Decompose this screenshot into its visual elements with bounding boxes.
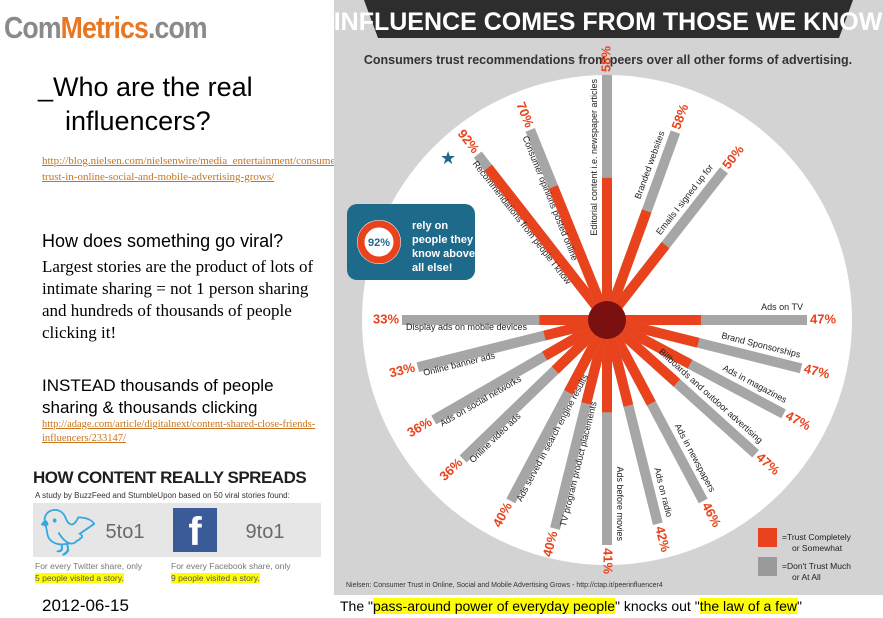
spoke-bar-trust (602, 209, 652, 322)
spoke-pct: 33% (388, 359, 417, 380)
adage-link[interactable]: http://adage.com/article/digitalnext/con… (42, 419, 316, 444)
spoke-bar-trust (484, 164, 611, 324)
slide-left-panel: ComMetrics.com _Who are the real influen… (0, 0, 343, 615)
heading-line2: influencers? (65, 106, 211, 136)
spoke-pct: 42% (652, 525, 673, 554)
twitter-ratio: 5to1 (95, 514, 155, 550)
nielsen-link[interactable]: http://blog.nielsen.com/nielsenwire/medi… (42, 155, 343, 183)
infographic-source: Nielsen: Consumer Trust in Online, Socia… (346, 582, 663, 589)
infographic: INFLUENCE COMES FROM THOSE WE KNOW Consu… (334, 0, 883, 595)
spread-subtitle: A study by BuzzFeed and StumbleUpon base… (35, 491, 290, 500)
caption-part3: " (796, 598, 802, 614)
logo-part1: Com (4, 10, 62, 45)
callout-ring (357, 220, 401, 264)
infographic-subtitle: Consumers trust recommendations from pee… (364, 53, 852, 67)
logo-part3: .com (147, 10, 208, 45)
legend-swatch-distrust (758, 557, 777, 576)
spoke-pct: 47% (810, 311, 836, 326)
facebook-highlight: 9 people visited a story. (171, 573, 260, 583)
infographic-title: INFLUENCE COMES FROM THOSE WE KNOW (334, 8, 883, 36)
spoke-label: Display ads on mobile devices (406, 322, 528, 332)
spoke-label: Editorial content i.e. newspaper article… (589, 79, 599, 236)
logo: ComMetrics.com (4, 10, 208, 46)
spoke-bar-trust (548, 185, 612, 322)
spoke-label: Ads before movies (615, 466, 625, 541)
star-icon: ★ (440, 148, 456, 168)
facebook-logo-icon: f (173, 508, 217, 554)
legend-label-trust: =Trust Completely (782, 532, 852, 542)
logo-part2: Metrics (60, 10, 149, 45)
facebook-ratio: 9to1 (245, 521, 285, 543)
callout-pct: 92% (368, 237, 390, 249)
caption-part1: The " (340, 598, 373, 614)
body-text-1: Largest stories are the product of lots … (42, 257, 314, 342)
spoke-pct: 33% (373, 311, 399, 326)
callout-line4: all else! (412, 262, 452, 274)
twitter-note: For every Twitter share, only (35, 561, 143, 571)
slide-heading: _Who are the real influencers? (38, 70, 328, 138)
caption-highlight1: pass-around power of everyday people (372, 598, 616, 614)
twitter-bird-icon: 🐦︎ (39, 506, 98, 558)
twitter-highlight: 5 people visited a story. (35, 573, 124, 583)
spoke-pct: 41% (601, 548, 616, 574)
infographic-svg: INFLUENCE COMES FROM THOSE WE KNOW Consu… (334, 0, 883, 589)
legend-swatch-trust (758, 528, 777, 547)
spread-title: HOW CONTENT REALLY SPREADS (33, 468, 321, 490)
callout-line1: rely on (412, 220, 448, 232)
spoke-pct: 58% (598, 46, 613, 72)
facebook-card: f 9to1 (173, 506, 313, 558)
title-banner (364, 0, 853, 38)
legend-label-trust-2: or Somewhat (792, 543, 843, 553)
hub (588, 301, 626, 339)
slide-caption: The "pass-around power of everyday peopl… (340, 598, 802, 614)
facebook-note: For every Facebook share, only (171, 561, 291, 571)
question-text: How does something go viral? (42, 231, 284, 251)
spoke-label: Ads on TV (761, 302, 803, 312)
heading-line1: _Who are the real (38, 72, 253, 102)
callout-line2: people they (412, 234, 474, 246)
legend-label-distrust: =Don't Trust Much (782, 561, 851, 571)
content-spreads-image: HOW CONTENT REALLY SPREADS A study by Bu… (33, 468, 321, 590)
spoke-pct: 40% (540, 529, 561, 558)
slide-date: 2012-06-15 (42, 596, 129, 615)
spoke-pct: 47% (802, 361, 831, 382)
twitter-card: 🐦︎ 5to1 (37, 506, 157, 558)
legend-label-distrust-2: or At All (792, 572, 821, 582)
caption-highlight2: the law of a few (699, 598, 797, 614)
callout-line3: know above (412, 248, 475, 260)
caption-part2: " knocks out " (615, 598, 700, 614)
body-text-2: INSTEAD thousands of people sharing & th… (42, 376, 274, 417)
